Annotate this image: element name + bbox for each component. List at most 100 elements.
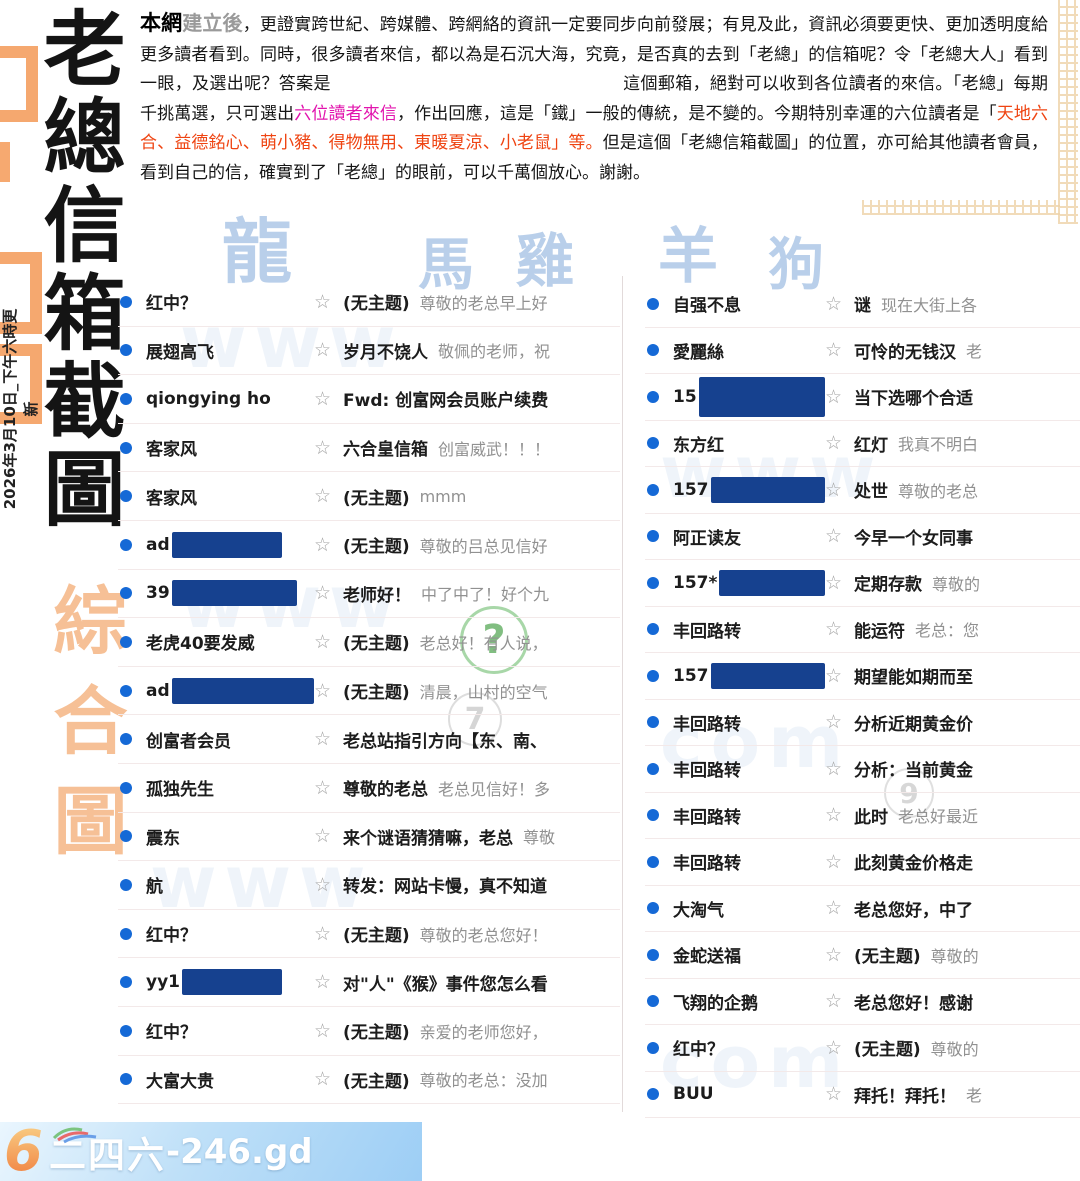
- star-icon[interactable]: ☆: [825, 1036, 843, 1059]
- star-icon[interactable]: ☆: [825, 850, 843, 873]
- star-icon[interactable]: ☆: [314, 436, 332, 459]
- mail-sender: 157: [673, 476, 825, 503]
- mail-row[interactable]: 丰回路转 ☆ 分析近期黄金价: [645, 700, 1080, 746]
- star-icon[interactable]: ☆: [314, 485, 332, 508]
- mail-row[interactable]: ad ☆ (无主题) 清晨，山村的空气: [118, 667, 620, 716]
- mail-subject: 当下选哪个合适: [854, 389, 974, 410]
- star-icon[interactable]: ☆: [825, 432, 843, 455]
- star-icon[interactable]: ☆: [314, 533, 332, 556]
- star-icon[interactable]: ☆: [314, 776, 332, 799]
- star-icon[interactable]: ☆: [825, 478, 843, 501]
- star-icon[interactable]: ☆: [314, 1019, 332, 1042]
- star-icon[interactable]: ☆: [825, 571, 843, 594]
- star-icon[interactable]: ☆: [314, 387, 332, 410]
- mail-row[interactable]: 飞翔的企鹅 ☆ 老总您好！感谢: [645, 979, 1080, 1025]
- decor-edge-shape: [0, 344, 42, 424]
- star-icon[interactable]: ☆: [825, 664, 843, 687]
- mail-sender: 客家风: [146, 440, 197, 461]
- star-icon[interactable]: ☆: [314, 728, 332, 751]
- star-icon[interactable]: ☆: [314, 922, 332, 945]
- mail-row[interactable]: 39 ☆ 老师好！ 中了中了！好个九: [118, 570, 620, 619]
- mail-row[interactable]: 大淘气 ☆ 老总您好，中了: [645, 886, 1080, 932]
- star-icon[interactable]: ☆: [825, 804, 843, 827]
- star-icon[interactable]: ☆: [314, 873, 332, 896]
- mail-preview: 老: [966, 342, 983, 362]
- page-subtitle: 綜合圖: [41, 582, 127, 882]
- footer-banner[interactable]: 6 二四六 -246.gd: [0, 1122, 422, 1181]
- unread-dot-icon: [647, 576, 659, 589]
- mail-row[interactable]: 丰回路转 ☆ 分析：当前黄金: [645, 746, 1080, 793]
- star-icon[interactable]: ☆: [825, 292, 843, 315]
- unread-dot-icon: [120, 538, 132, 551]
- mail-row[interactable]: 老虎40要发威 ☆ (无主题) 老总好！有人说，: [118, 618, 620, 667]
- mail-row[interactable]: qiongying ho ☆ Fwd: 创富网会员账户续费: [118, 375, 620, 424]
- mail-row[interactable]: 震东 ☆ 来个谜语猜猜嘛，老总 尊敬: [118, 813, 620, 862]
- star-icon[interactable]: ☆: [825, 339, 843, 362]
- mail-row[interactable]: 15 ☆ 当下选哪个合适: [645, 374, 1080, 421]
- mail-row[interactable]: ad ☆ (无主题) 尊敬的吕总见信好: [118, 521, 620, 570]
- star-icon[interactable]: ☆: [825, 897, 843, 920]
- mail-row[interactable]: 创富者会员 ☆ 老总站指引方向【东、南、: [118, 715, 620, 764]
- mail-row[interactable]: 东方红 ☆ 红灯 我真不明白: [645, 421, 1080, 467]
- star-icon[interactable]: ☆: [314, 679, 332, 702]
- ghost-watermark: www: [180, 300, 404, 384]
- mail-list-right: 自强不息 ☆ 谜 现在大街上各 愛麗絲 ☆ 可怜的无钱汉 老 15 ☆ 当下选哪…: [645, 281, 1080, 1118]
- decor-edge-shape: [0, 46, 38, 122]
- mail-subject: (无主题): [854, 1040, 921, 1061]
- mail-row[interactable]: 丰回路转 ☆ 此时 老总好最近: [645, 793, 1080, 839]
- mail-sender: 愛麗絲: [673, 342, 724, 363]
- star-icon[interactable]: ☆: [825, 618, 843, 641]
- star-icon[interactable]: ☆: [825, 757, 843, 780]
- mail-row[interactable]: 红中？ ☆ (无主题) 尊敬的老总早上好: [118, 278, 620, 327]
- mail-row[interactable]: 展翅高飞 ☆ 岁月不饶人 敬佩的老师，祝: [118, 327, 620, 376]
- mail-row[interactable]: 157 ☆ 处世 尊敬的老总: [645, 467, 1080, 514]
- mail-sender: 阿正读友: [673, 528, 741, 549]
- star-icon[interactable]: ☆: [314, 630, 332, 653]
- mail-preview: 现在大街上各: [881, 295, 978, 315]
- star-icon[interactable]: ☆: [314, 339, 332, 362]
- mail-row[interactable]: 客家风 ☆ 六合皇信箱 创富威武！！！: [118, 424, 620, 473]
- star-icon[interactable]: ☆: [314, 971, 332, 994]
- mail-row[interactable]: 红中？ ☆ (无主题) 尊敬的: [645, 1025, 1080, 1072]
- brand-domain: -246.gd: [165, 1131, 313, 1172]
- star-icon[interactable]: ☆: [825, 1083, 843, 1106]
- mail-row[interactable]: 157* ☆ 定期存款 尊敬的: [645, 560, 1080, 607]
- star-icon[interactable]: ☆: [314, 290, 332, 313]
- mail-row[interactable]: 金蛇送福 ☆ (无主题) 尊敬的: [645, 932, 1080, 979]
- star-icon[interactable]: ☆: [825, 943, 843, 966]
- star-icon[interactable]: ☆: [314, 1068, 332, 1091]
- mail-row[interactable]: 孤独先生 ☆ 尊敬的老总 老总见信好！多: [118, 764, 620, 813]
- mail-row[interactable]: 阿正读友 ☆ 今早一个女同事: [645, 514, 1080, 560]
- unread-dot-icon: [120, 878, 132, 891]
- star-icon[interactable]: ☆: [825, 711, 843, 734]
- mail-row[interactable]: 丰回路转 ☆ 能运符 老总：您: [645, 607, 1080, 653]
- star-icon[interactable]: ☆: [825, 525, 843, 548]
- mail-row[interactable]: 自强不息 ☆ 谜 现在大街上各: [645, 281, 1080, 328]
- mail-row[interactable]: BUU ☆ 拜托！拜托！ 老: [645, 1072, 1080, 1118]
- unread-dot-icon: [120, 781, 132, 794]
- mail-row[interactable]: 红中？ ☆ (无主题) 尊敬的老总您好！: [118, 910, 620, 959]
- mail-row[interactable]: 红中？ ☆ (无主题) 亲爱的老师您好，: [118, 1007, 620, 1056]
- mail-subject: (无主题): [854, 947, 921, 968]
- mail-subject: 老总您好，中了: [854, 900, 974, 921]
- intro-text-3: ，作出回應，這是「鐵」一般的傳統，是不變的。今期特別幸運的六位讀者是「: [397, 103, 997, 124]
- mail-row[interactable]: 丰回路转 ☆ 此刻黄金价格走: [645, 839, 1080, 886]
- ghost-watermark: com: [660, 1020, 852, 1104]
- star-icon[interactable]: ☆: [825, 990, 843, 1013]
- unread-dot-icon: [647, 483, 659, 496]
- star-icon[interactable]: ☆: [314, 582, 332, 605]
- mail-subject: 红灯: [854, 435, 889, 456]
- unread-dot-icon: [120, 587, 132, 600]
- unread-dot-icon: [647, 1088, 659, 1101]
- mail-row[interactable]: yy1 ☆ 对"人"《猴》事件您怎么看: [118, 958, 620, 1007]
- mail-row[interactable]: 客家风 ☆ (无主题) mmm: [118, 472, 620, 521]
- mail-row[interactable]: 航 ☆ 转发：网站卡慢，真不知道: [118, 861, 620, 910]
- mail-row[interactable]: 157 ☆ 期望能如期而至: [645, 653, 1080, 700]
- mail-row[interactable]: 大富大贵 ☆ (无主题) 尊敬的老总：没加: [118, 1056, 620, 1105]
- star-icon[interactable]: ☆: [825, 385, 843, 408]
- unread-dot-icon: [647, 623, 659, 636]
- mail-preview: 老总见信好！多: [438, 779, 551, 799]
- mail-sender: 红中？: [146, 1023, 197, 1044]
- star-icon[interactable]: ☆: [314, 825, 332, 848]
- mail-row[interactable]: 愛麗絲 ☆ 可怜的无钱汉 老: [645, 328, 1080, 374]
